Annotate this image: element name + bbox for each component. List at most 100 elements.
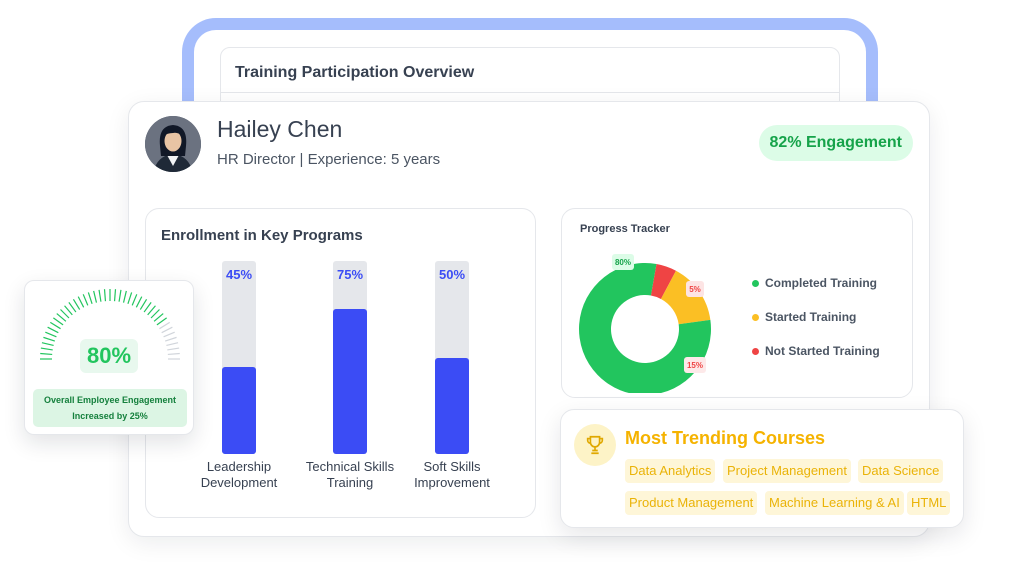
donut-label: 15% — [687, 361, 703, 370]
bar-label-line1: Leadership — [206, 459, 272, 474]
bar-track-technical: 75% — [333, 261, 367, 454]
gauge-tick — [43, 336, 56, 342]
donut-label: 5% — [689, 285, 701, 294]
gauge-tick — [166, 342, 179, 347]
bar-label-line1: Technical Skills — [305, 459, 395, 474]
donut-label-bg — [684, 357, 706, 373]
legend-item-started: Started Training — [752, 300, 880, 334]
gauge-tick — [87, 292, 93, 305]
trophy-icon — [586, 435, 604, 455]
overview-title: Training Participation Overview — [235, 64, 475, 81]
course-chip[interactable]: Product Management — [625, 491, 758, 515]
bar-track-soft-skills: 50% — [435, 261, 469, 454]
gauge-value: 80% — [80, 339, 138, 373]
profile-card: Hailey Chen HR Director | Experience: 5 … — [128, 101, 930, 537]
legend-dot — [752, 347, 759, 355]
engagement-gauge — [40, 289, 180, 360]
engagement-badge: 82% Engagement — [758, 125, 913, 161]
legend-dot — [752, 279, 759, 287]
gauge-tick — [45, 331, 57, 338]
gauge-note-line2: Increased by 25% — [72, 411, 148, 421]
bar-label-leadership: Leadership Development — [179, 459, 299, 491]
gauge-tick — [122, 290, 127, 303]
gauge-tick — [164, 336, 177, 342]
enrollment-panel: Enrollment in Key Programs 45% Leadershi… — [145, 208, 536, 518]
gauge-tick — [56, 313, 67, 322]
progress-title: Progress Tracker — [580, 223, 670, 235]
legend-item-not-started: Not Started Training — [752, 334, 880, 368]
bar-fill-leadership[interactable] — [222, 367, 256, 454]
trophy-icon-wrap — [574, 424, 616, 466]
gauge-note: Overall Employee Engagement Increased by… — [33, 389, 187, 427]
bar-pct-soft-skills: 50% — [438, 267, 466, 282]
donut-slice-started-training[interactable] — [660, 270, 711, 325]
gauge-tick — [139, 299, 148, 310]
gauge-tick — [118, 289, 122, 302]
gauge-tick — [47, 326, 59, 334]
donut-slice-not-started-training[interactable] — [650, 264, 676, 299]
gauge-tick — [40, 352, 53, 356]
bar-track-leadership: 45% — [222, 261, 256, 454]
bar-label-line1: Soft Skills — [423, 459, 481, 474]
gauge-tick — [50, 321, 61, 330]
course-chip[interactable]: Data Analytics — [625, 459, 716, 483]
bar-fill-soft-skills[interactable] — [435, 357, 469, 454]
legend-dot — [752, 313, 759, 321]
divider — [221, 92, 839, 93]
gauge-tick — [113, 289, 117, 302]
donut-label-bg — [686, 281, 704, 297]
engagement-gauge-card: 80% Overall Employee Engagement Increase… — [24, 280, 194, 435]
gauge-tick — [40, 347, 53, 351]
progress-legend: Completed Training Started Training Not … — [752, 266, 880, 368]
donut-label-bg — [612, 254, 634, 270]
gauge-tick — [159, 321, 170, 330]
gauge-tick — [68, 302, 77, 313]
gauge-tick — [103, 289, 107, 302]
gauge-tick — [131, 294, 138, 306]
person-avatar-icon — [145, 116, 201, 172]
bar-label-line2: Development — [200, 475, 278, 490]
gauge-tick — [72, 299, 81, 310]
trending-title: Most Trending Courses — [625, 428, 826, 448]
avatar[interactable] — [145, 116, 201, 172]
donut-label: 80% — [615, 258, 631, 267]
gauge-note-line1: Overall Employee Engagement — [43, 395, 177, 405]
gauge-tick — [98, 289, 102, 302]
gauge-tick — [156, 317, 167, 326]
gauge-tick — [167, 347, 180, 351]
profile-role: HR Director | Experience: 5 years — [217, 151, 441, 168]
gauge-tick — [77, 296, 85, 308]
gauge-tick — [153, 313, 164, 322]
legend-label: Completed Training — [765, 276, 878, 290]
bar-label-soft-skills: Soft Skills Improvement — [392, 459, 512, 491]
legend-label: Not Started Training — [765, 344, 880, 358]
gauge-tick — [147, 305, 156, 316]
legend-label: Started Training — [765, 310, 857, 324]
gauge-tick — [150, 309, 160, 319]
bar-label-line2: Improvement — [414, 475, 490, 490]
course-chip[interactable]: HTML — [907, 491, 951, 515]
bar-fill-technical[interactable] — [333, 309, 367, 454]
bar-label-technical: Technical Skills Training — [290, 459, 410, 491]
gauge-tick — [53, 317, 64, 326]
bar-pct-leadership: 45% — [225, 267, 253, 282]
legend-item-completed: Completed Training — [752, 266, 880, 300]
enrollment-title: Enrollment in Key Programs — [161, 227, 363, 244]
gauge-tick — [135, 296, 143, 308]
course-chip[interactable]: Data Science — [858, 459, 944, 483]
gauge-tick — [127, 292, 133, 305]
profile-name: Hailey Chen — [217, 116, 343, 142]
bar-pct-technical: 75% — [336, 267, 364, 282]
gauge-tick — [163, 331, 175, 338]
progress-panel: Progress Tracker 80% 15% 5% Completed Trai… — [561, 208, 913, 398]
bar-label-line2: Training — [326, 475, 374, 490]
progress-donut-chart: 80% 15% 5% — [579, 254, 711, 393]
gauge-tick — [161, 326, 173, 334]
course-chip[interactable]: Machine Learning & AI — [765, 491, 904, 515]
donut-slice-completed-training[interactable] — [579, 263, 711, 393]
gauge-tick — [82, 294, 89, 306]
gauge-tick — [167, 352, 180, 356]
trending-courses-card: Most Trending Courses Data Analytics Pro… — [560, 409, 964, 528]
course-chip[interactable]: Project Management — [723, 459, 851, 483]
